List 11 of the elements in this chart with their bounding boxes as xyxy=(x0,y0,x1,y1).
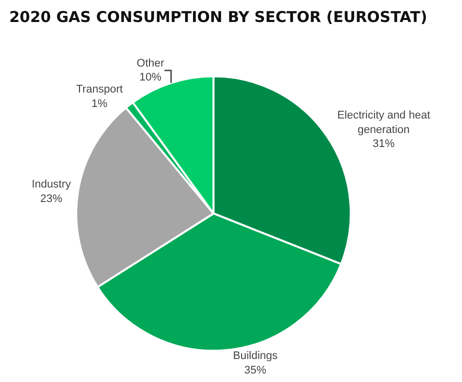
slice-label: Transport xyxy=(76,84,123,96)
data-label: 10% xyxy=(139,72,162,84)
data-label: 31% xyxy=(372,138,395,150)
slice-label: Electricity and heat generation xyxy=(337,110,430,136)
data-label: 35% xyxy=(244,364,267,376)
slice-label: Buildings xyxy=(232,350,278,362)
slice-label: Other xyxy=(136,57,165,70)
chart-title: 2020 GAS CONSUMPTION BY SECTOR (EUROSTAT) xyxy=(9,8,428,26)
data-label: 23% xyxy=(40,192,62,205)
slice-label: Industry xyxy=(32,178,72,191)
data-label: 1% xyxy=(91,98,108,110)
